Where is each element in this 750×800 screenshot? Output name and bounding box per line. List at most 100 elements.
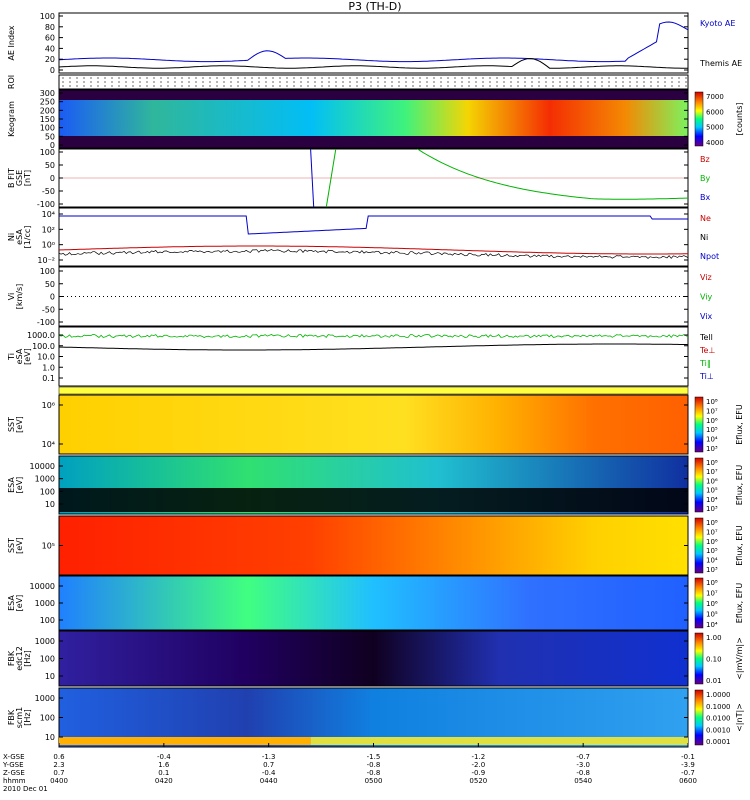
roi-dot: [440, 81, 442, 83]
roi-dot: [181, 81, 183, 83]
roi-dot: [356, 85, 358, 87]
colorbar-tick: 6000: [706, 108, 724, 116]
plot-title: P3 (TH-D): [348, 0, 402, 13]
roi-dot: [622, 85, 624, 87]
roi-dot: [132, 77, 134, 79]
x-tick-label: 0.7: [53, 769, 64, 777]
roi-dot: [307, 85, 309, 87]
roi-dot: [125, 77, 127, 79]
roi-dot: [125, 85, 127, 87]
roi-dot: [314, 77, 316, 79]
y-axis-label: [1/cc]: [23, 226, 32, 249]
roi-dot: [188, 85, 190, 87]
roi-dot: [566, 81, 568, 83]
roi-dot: [251, 81, 253, 83]
roi-dot: [265, 85, 267, 87]
roi-dot: [510, 81, 512, 83]
roi-dot: [650, 77, 652, 79]
roi-dot: [559, 77, 561, 79]
roi-dot: [118, 85, 120, 87]
legend-entry: Kyoto AE: [700, 19, 735, 28]
y-axis-label: eSA: [15, 229, 24, 245]
y-axis-label: [km/s]: [15, 284, 24, 310]
roi-dot: [657, 81, 659, 83]
roi-dot: [482, 85, 484, 87]
legend-entry: Bx: [700, 193, 710, 202]
roi-dot: [517, 85, 519, 87]
y-tick-label: 0: [50, 141, 55, 150]
x-tick-label: -0.1: [681, 753, 695, 761]
roi-dot: [139, 81, 141, 83]
roi-dot: [258, 85, 260, 87]
roi-dot: [405, 85, 407, 87]
y-axis-label: [eV]: [23, 348, 32, 365]
colorbar: [694, 396, 704, 453]
x-tick-label: -0.7: [681, 769, 695, 777]
roi-dot: [629, 81, 631, 83]
roi-dot: [202, 77, 204, 79]
roi-dot: [419, 81, 421, 83]
roi-dot: [342, 81, 344, 83]
y-tick-label: 10²: [42, 225, 55, 234]
roi-dot: [377, 85, 379, 87]
x-tick-label: -1.2: [471, 753, 485, 761]
roi-dot: [524, 77, 526, 79]
y-tick-label: 10⁻²: [37, 256, 55, 265]
roi-dot: [174, 85, 176, 87]
roi-dot: [671, 81, 673, 83]
roi-dot: [335, 77, 337, 79]
roi-dot: [132, 85, 134, 87]
colorbar-tick: 10³: [706, 445, 718, 453]
legend-entry: Ti⊥: [699, 372, 714, 381]
roi-dot: [384, 77, 386, 79]
by-curve: [417, 148, 688, 200]
roi-dot: [398, 77, 400, 79]
panel-frame: [58, 266, 689, 327]
colorbar-tick: 10⁴: [706, 496, 718, 504]
roi-dot: [321, 85, 323, 87]
roi-dot: [538, 81, 540, 83]
roi-dot: [111, 81, 113, 83]
roi-dot: [174, 81, 176, 83]
y-tick-label: 1.0: [42, 363, 55, 372]
panel-frame: [58, 12, 689, 74]
roi-dot: [426, 81, 428, 83]
roi-dot: [657, 77, 659, 79]
roi-dot: [188, 81, 190, 83]
roi-dot: [160, 85, 162, 87]
legend-entry: Ni: [700, 233, 708, 242]
ne-line: [58, 245, 688, 255]
roi-dot: [496, 77, 498, 79]
roi-dot: [531, 85, 533, 87]
roi-dot: [321, 77, 323, 79]
roi-dot: [475, 85, 477, 87]
legend-entry: Bz: [700, 155, 710, 164]
roi-dot: [370, 77, 372, 79]
roi-dot: [503, 81, 505, 83]
roi-dot: [125, 81, 127, 83]
roi-dot: [510, 85, 512, 87]
y-axis-label: eSA: [15, 348, 24, 364]
roi-dot: [69, 81, 71, 83]
roi-dot: [552, 77, 554, 79]
colorbar-tick: 10⁸: [706, 459, 718, 467]
roi-dot: [97, 77, 99, 79]
roi-dot: [447, 85, 449, 87]
y-axis-label: B FIT: [7, 168, 16, 188]
roi-dot: [419, 77, 421, 79]
roi-dot: [468, 85, 470, 87]
y-axis-label: [eV]: [15, 595, 24, 612]
y-tick-label: 100: [40, 267, 55, 276]
kyoto-ae-line: [58, 21, 689, 63]
roi-dot: [90, 81, 92, 83]
roi-dot: [62, 77, 64, 79]
roi-dot: [685, 77, 687, 79]
roi-dot: [412, 85, 414, 87]
roi-dot: [377, 77, 379, 79]
y-tick-label: -100: [37, 318, 55, 327]
roi-dot: [580, 85, 582, 87]
roi-dot: [230, 85, 232, 87]
panel-frame: [58, 207, 689, 267]
roi-dot: [216, 81, 218, 83]
roi-dot: [69, 85, 71, 87]
